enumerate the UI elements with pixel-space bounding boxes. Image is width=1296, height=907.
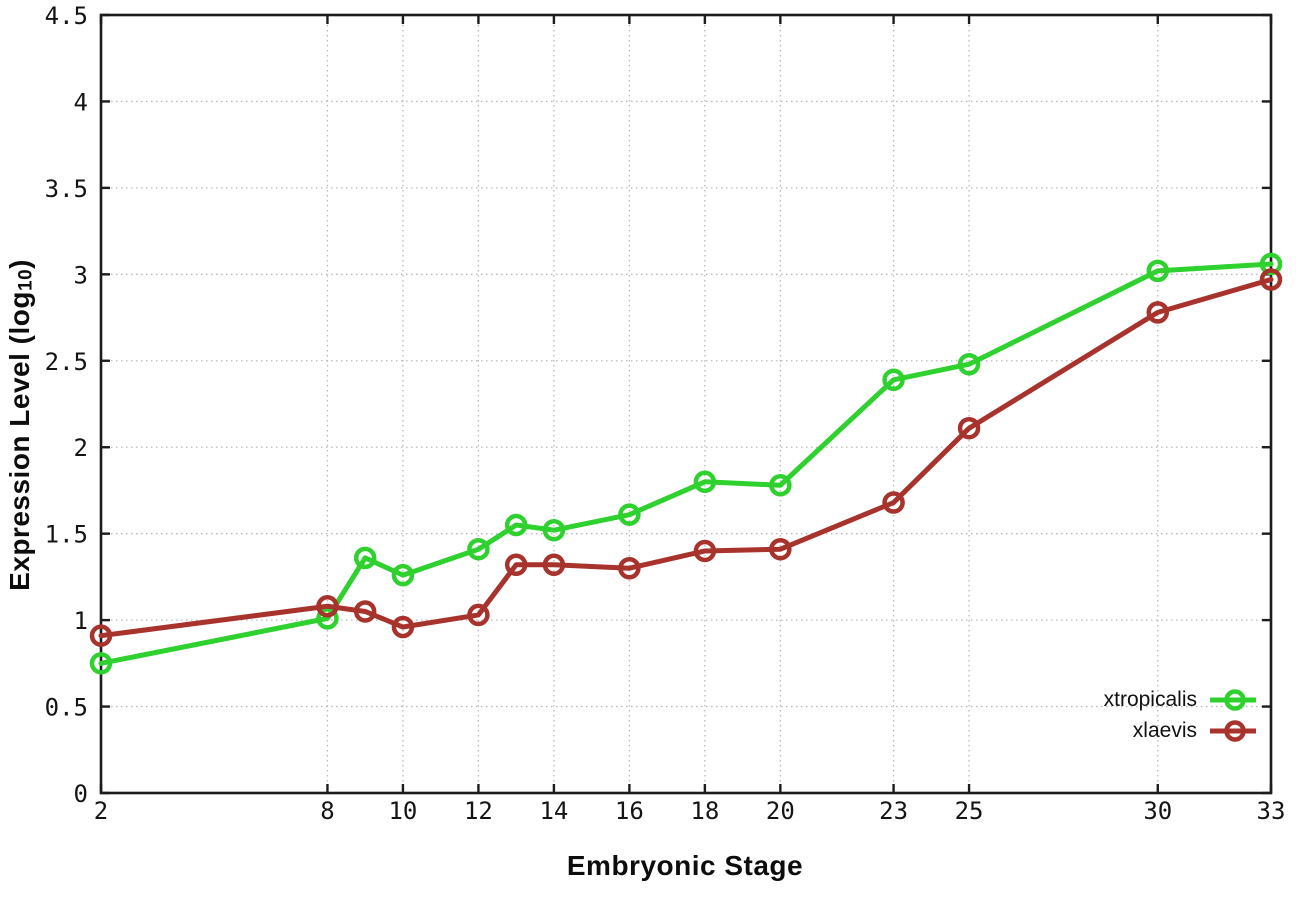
x-axis-title-text: Embryonic Stage: [566, 850, 804, 881]
data-point-xlaevis: [391, 615, 415, 639]
data-point-xtropicalis: [504, 513, 528, 537]
data-point-xlaevis: [316, 595, 339, 618]
data-point-xlaevis: [89, 624, 113, 647]
y-axis-title-subscript: 10: [15, 268, 37, 292]
series-line-xlaevis: [98, 277, 1274, 639]
data-point-xtropicalis: [353, 546, 377, 570]
legend-label-xlaevis: xlaevis: [1132, 719, 1197, 742]
legend-item-xtropicalis: xtropicalis: [1104, 686, 1257, 714]
x-tick-label: 30: [1143, 797, 1172, 825]
x-tick-label: 12: [464, 797, 493, 825]
legend-marker-xlaevis-icon: [1210, 720, 1256, 742]
y-tick-label: 3.5: [45, 175, 88, 203]
data-point-xlaevis: [1146, 301, 1170, 324]
series-line-xtropicalis: [98, 261, 1274, 666]
data-point-xtropicalis: [618, 503, 641, 526]
data-point-xlaevis: [504, 553, 528, 577]
y-tick-label: 1: [74, 607, 88, 635]
x-tick-label: 14: [539, 797, 568, 825]
y-tick-label: 3: [74, 261, 88, 289]
data-point-xlaevis: [467, 603, 490, 627]
x-axis-title: Embryonic Stage: [0, 850, 1296, 882]
data-point-xlaevis: [957, 416, 981, 440]
data-point-xtropicalis: [957, 352, 981, 376]
data-point-xtropicalis: [391, 563, 415, 587]
y-tick-label: 0.5: [45, 694, 88, 722]
x-tick-label: 2: [94, 797, 108, 825]
data-point-xtropicalis: [693, 470, 717, 494]
x-tick-label: 18: [690, 797, 719, 825]
data-point-xtropicalis: [542, 518, 566, 542]
legend-label-xtropicalis: xtropicalis: [1103, 688, 1197, 711]
data-point-xlaevis: [1259, 268, 1283, 291]
x-tick-label: 33: [1257, 797, 1286, 825]
y-axis-title-suffix: ): [4, 259, 35, 269]
data-point-xtropicalis: [769, 474, 792, 497]
data-point-xlaevis: [542, 553, 566, 577]
x-tick-label: 23: [879, 797, 908, 825]
data-point-xtropicalis: [882, 368, 905, 392]
legend: xtropicalis xlaevis: [1104, 686, 1257, 745]
data-point-xlaevis: [769, 537, 792, 561]
y-tick-label: 2.5: [45, 348, 88, 376]
x-tick-label: 20: [766, 797, 795, 825]
data-point-xtropicalis: [467, 537, 490, 561]
data-point-xlaevis: [618, 556, 641, 580]
legend-marker-xtropicalis-icon: [1210, 689, 1256, 711]
y-tick-label: 4.5: [45, 2, 88, 30]
data-point-xlaevis: [353, 600, 377, 623]
data-point-xlaevis: [882, 491, 905, 514]
data-point-xtropicalis: [89, 652, 113, 675]
data-point-xlaevis: [693, 539, 717, 563]
x-tick-label: 8: [320, 797, 334, 825]
data-point-xtropicalis: [1259, 252, 1283, 276]
data-point-xtropicalis: [316, 607, 339, 630]
y-tick-label: 4: [74, 88, 88, 116]
y-tick-label: 0: [74, 780, 88, 808]
x-tick-label: 10: [388, 797, 417, 825]
y-tick-label: 1.5: [45, 521, 88, 549]
y-tick-label: 2: [74, 434, 88, 462]
plot-border: [99, 13, 1273, 795]
x-tick-label: 25: [955, 797, 984, 825]
data-point-xtropicalis: [1146, 259, 1170, 283]
y-axis-title: Expression Level (log10): [4, 0, 38, 850]
x-tick-label: 16: [615, 797, 644, 825]
legend-item-xlaevis: xlaevis: [1133, 717, 1257, 745]
y-axis-title-text: Expression Level (log: [4, 291, 35, 591]
